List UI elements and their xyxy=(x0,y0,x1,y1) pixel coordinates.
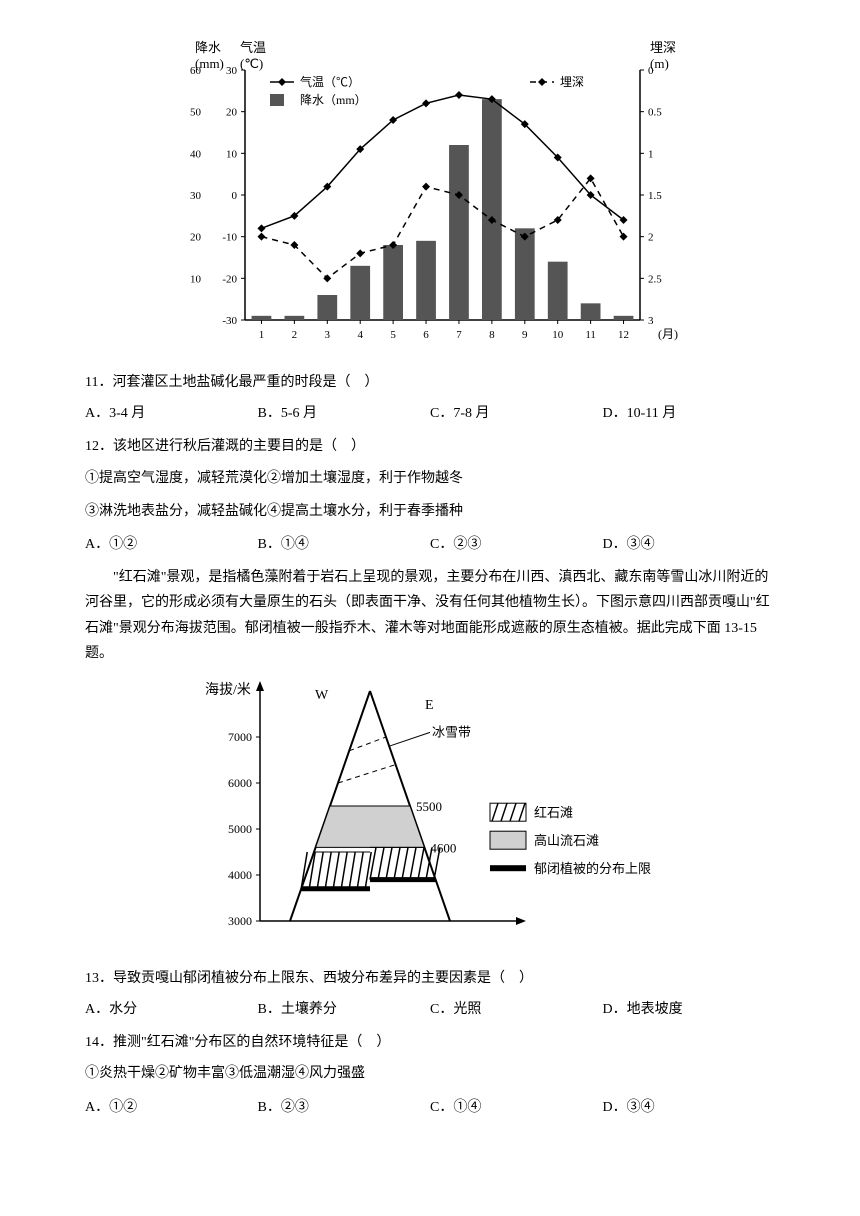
q12-line2: ③淋洗地表盐分，减轻盐碱化④提高土壤水分，利于春季播种 xyxy=(85,499,775,524)
q13-opt-c[interactable]: C．光照 xyxy=(430,997,603,1022)
q12-stem: 12．该地区进行秋后灌溉的主要目的是（ ） xyxy=(85,434,775,459)
q14-opt-c[interactable]: C．①④ xyxy=(430,1095,603,1120)
q12-line1: ①提高空气湿度，减轻荒漠化②增加土壤湿度，利于作物越冬 xyxy=(85,466,775,491)
svg-text:1: 1 xyxy=(259,329,265,341)
q13-opt-a[interactable]: A．水分 xyxy=(85,997,258,1022)
svg-text:5: 5 xyxy=(390,329,396,341)
q11-opt-a[interactable]: A．3-4 月 xyxy=(85,401,258,426)
svg-text:6000: 6000 xyxy=(228,776,252,790)
q14-options: A．①② B．②③ C．①④ D．③④ xyxy=(85,1095,775,1120)
q11-opt-d[interactable]: D．10-11 月 xyxy=(603,401,776,426)
mountain-chart: 3000 4000 5000 6000 7000 海拔/米 W E 冰雪带 5500 4600 红石滩… xyxy=(190,676,670,951)
svg-text:11: 11 xyxy=(585,329,596,341)
svg-text:30: 30 xyxy=(190,190,202,202)
q13-opt-d[interactable]: D．地表坡度 xyxy=(603,997,776,1022)
climate-chart: 降水(mm)气温(℃)埋深(m)-30310-202.520-1023001.5… xyxy=(150,30,710,360)
svg-text:50: 50 xyxy=(190,107,202,119)
chart2-svg: 3000 4000 5000 6000 7000 海拔/米 W E 冰雪带 5500 4600 红石滩… xyxy=(190,676,670,951)
svg-text:埋深: 埋深 xyxy=(650,40,676,55)
svg-text:30: 30 xyxy=(226,65,238,77)
svg-text:气温: 气温 xyxy=(240,40,266,55)
svg-text:5500: 5500 xyxy=(416,799,442,814)
svg-text:40: 40 xyxy=(190,148,202,160)
svg-text:-30: -30 xyxy=(222,315,237,327)
q12-opt-d[interactable]: D．③④ xyxy=(603,532,776,557)
passage-text: "红石滩"景观，是指橘色藻附着于岩石上呈现的景观，主要分布在川西、滇西北、藏东南… xyxy=(85,565,775,666)
svg-text:埋深: 埋深 xyxy=(560,75,584,89)
svg-text:20: 20 xyxy=(226,107,238,119)
svg-text:2: 2 xyxy=(292,329,298,341)
q14-opt-a[interactable]: A．①② xyxy=(85,1095,258,1120)
svg-text:降水: 降水 xyxy=(195,40,221,55)
svg-text:9: 9 xyxy=(522,329,528,341)
q12-opt-c[interactable]: C．②③ xyxy=(430,532,603,557)
svg-text:0: 0 xyxy=(648,65,654,77)
q12-opt-b[interactable]: B．①④ xyxy=(258,532,431,557)
svg-text:0.5: 0.5 xyxy=(648,107,662,119)
q12-opt-a[interactable]: A．①② xyxy=(85,532,258,557)
chart1-svg: 降水(mm)气温(℃)埋深(m)-30310-202.520-1023001.5… xyxy=(150,30,710,350)
svg-text:5000: 5000 xyxy=(228,822,252,836)
svg-text:0: 0 xyxy=(232,190,238,202)
svg-text:60: 60 xyxy=(190,65,202,77)
q13-stem: 13．导致贡嘎山郁闭植被分布上限东、西坡分布差异的主要因素是（ ） xyxy=(85,966,775,991)
svg-text:-10: -10 xyxy=(222,232,237,244)
svg-text:-20: -20 xyxy=(222,273,237,285)
q11-opt-c[interactable]: C．7-8 月 xyxy=(430,401,603,426)
svg-text:10: 10 xyxy=(190,273,202,285)
svg-text:6: 6 xyxy=(423,329,429,341)
svg-text:20: 20 xyxy=(190,232,202,244)
svg-text:7: 7 xyxy=(456,329,462,341)
svg-text:12: 12 xyxy=(618,329,629,341)
svg-text:2: 2 xyxy=(648,232,654,244)
svg-text:高山流石滩: 高山流石滩 xyxy=(534,833,599,848)
svg-text:4: 4 xyxy=(357,329,363,341)
svg-text:3: 3 xyxy=(325,329,331,341)
q12-options: A．①② B．①④ C．②③ D．③④ xyxy=(85,532,775,557)
svg-text:红石滩: 红石滩 xyxy=(534,805,573,820)
svg-text:4000: 4000 xyxy=(228,868,252,882)
svg-text:2.5: 2.5 xyxy=(648,273,662,285)
q13-opt-b[interactable]: B．土壤养分 xyxy=(258,997,431,1022)
q11-stem: 11．河套灌区土地盐碱化最严重的时段是（ ） xyxy=(85,370,775,395)
svg-text:3000: 3000 xyxy=(228,914,252,928)
svg-text:气温（℃）: 气温（℃） xyxy=(300,74,360,89)
svg-text:10: 10 xyxy=(552,329,564,341)
svg-text:(月): (月) xyxy=(658,327,678,341)
svg-text:郁闭植被的分布上限: 郁闭植被的分布上限 xyxy=(534,861,651,876)
svg-text:E: E xyxy=(425,698,434,713)
svg-text:4600: 4600 xyxy=(430,840,456,855)
q11-options: A．3-4 月 B．5-6 月 C．7-8 月 D．10-11 月 xyxy=(85,401,775,426)
svg-text:1.5: 1.5 xyxy=(648,190,662,202)
svg-text:(℃): (℃) xyxy=(240,56,263,71)
q14-line1: ①炎热干燥②矿物丰富③低温潮湿④风力强盛 xyxy=(85,1061,775,1086)
svg-text:7000: 7000 xyxy=(228,730,252,744)
svg-text:1: 1 xyxy=(648,148,654,160)
svg-text:10: 10 xyxy=(226,148,238,160)
q14-stem: 14．推测"红石滩"分布区的自然环境特征是（ ） xyxy=(85,1030,775,1055)
q11-opt-b[interactable]: B．5-6 月 xyxy=(258,401,431,426)
svg-text:冰雪带: 冰雪带 xyxy=(432,724,471,739)
svg-text:8: 8 xyxy=(489,329,495,341)
svg-text:3: 3 xyxy=(648,315,654,327)
q13-options: A．水分 B．土壤养分 C．光照 D．地表坡度 xyxy=(85,997,775,1022)
svg-text:海拔/米: 海拔/米 xyxy=(205,682,251,698)
svg-text:W: W xyxy=(315,688,329,703)
q14-opt-d[interactable]: D．③④ xyxy=(603,1095,776,1120)
svg-text:降水（mm）: 降水（mm） xyxy=(300,93,367,107)
q14-opt-b[interactable]: B．②③ xyxy=(258,1095,431,1120)
